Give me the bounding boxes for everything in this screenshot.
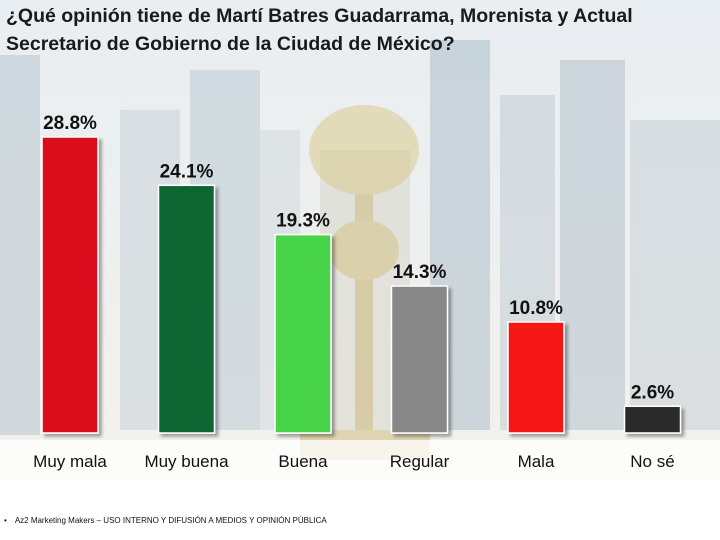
bullet-icon: •	[4, 516, 7, 525]
bar-muy-mala	[41, 136, 99, 434]
value-label: 28.8%	[43, 113, 97, 134]
bar-no-sé	[623, 405, 682, 434]
chart-title: ¿Qué opinión tiene de Martí Batres Guada…	[6, 5, 633, 55]
value-label: 14.3%	[393, 262, 447, 283]
category-label: Muy mala	[33, 452, 107, 471]
value-label: 2.6%	[631, 382, 674, 403]
bar-muy-buena	[157, 184, 216, 434]
value-label: 24.1%	[160, 161, 214, 182]
bar-regular	[390, 285, 449, 434]
value-label: 19.3%	[276, 211, 330, 232]
bar-mala	[507, 321, 565, 434]
category-label: Mala	[518, 452, 555, 471]
category-label: No sé	[630, 452, 674, 471]
category-label: Regular	[390, 452, 450, 471]
footer: • Az2 Marketing Makers – USO INTERNO Y D…	[4, 516, 327, 525]
bar-chart: 28.8% 24.1% 19.3% 14.3% 10.8% 2.6% Muy mala Mu…	[33, 113, 682, 471]
bar-buena	[274, 233, 332, 434]
category-label: Muy buena	[144, 452, 229, 471]
footer-text: Az2 Marketing Makers – USO INTERNO Y DIF…	[14, 516, 327, 525]
city-background	[0, 0, 720, 480]
category-label: Buena	[278, 452, 328, 471]
value-label: 10.8%	[509, 298, 563, 319]
